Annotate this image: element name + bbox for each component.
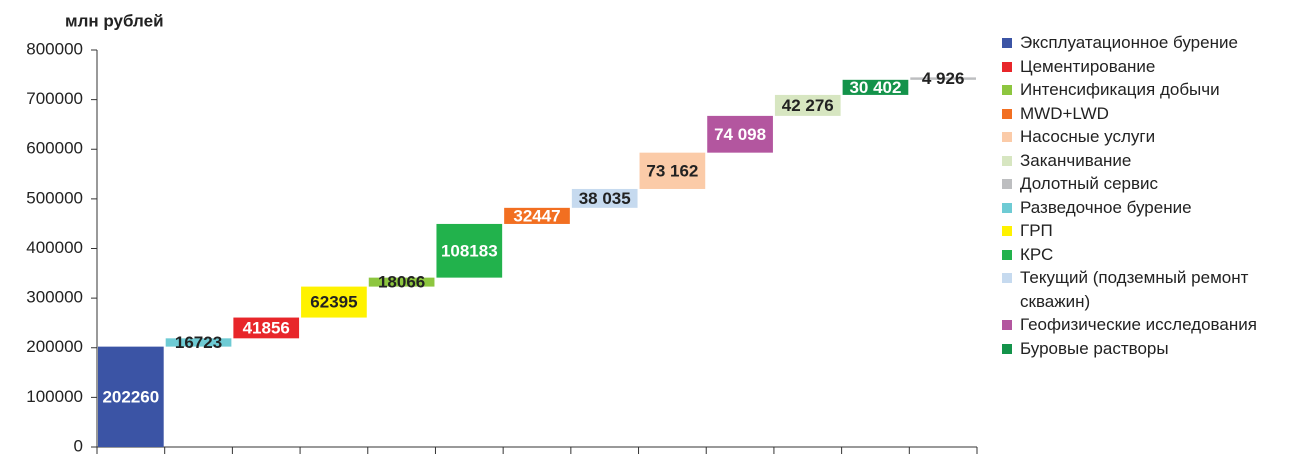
y-axis-label: млн рублей <box>65 11 164 30</box>
bar <box>910 77 976 80</box>
legend-swatch <box>1002 249 1012 260</box>
legend-swatch <box>1002 38 1012 48</box>
legend-label: Насосные услуги <box>1020 127 1156 146</box>
legend-swatch <box>1002 226 1012 236</box>
legend-item: Разведочное бурение <box>1002 196 1308 220</box>
bar <box>233 317 300 339</box>
legend-swatch <box>1002 108 1012 119</box>
legend-label: Заканчивание <box>1020 150 1132 170</box>
value-label: 4 926 <box>922 69 965 88</box>
legend-swatch <box>1002 202 1012 213</box>
legend-swatch <box>1002 132 1012 142</box>
y-tick-label: 600000 <box>26 139 83 158</box>
value-label: 108183 <box>441 241 498 260</box>
bar <box>504 207 570 224</box>
legend-label: Долотный сервис <box>1020 174 1159 193</box>
legend-swatch <box>1002 343 1012 354</box>
y-tick-label: 200000 <box>26 337 83 356</box>
value-label: 42 276 <box>782 96 834 115</box>
legend-label: Разведочное бурение <box>1020 197 1192 217</box>
legend-label: MWD+LWD <box>1020 103 1109 123</box>
value-label: 202260 <box>102 387 159 406</box>
bar <box>368 277 435 287</box>
legend-swatch <box>1002 273 1012 283</box>
value-label: 38 035 <box>579 189 631 208</box>
bar <box>707 115 773 153</box>
legend-item: Эксплуатационное бурение <box>1002 31 1308 55</box>
y-tick-label: 100000 <box>26 387 83 406</box>
y-tick-label: 800000 <box>26 39 83 58</box>
legend-item: Буровые растворы <box>1002 337 1308 361</box>
value-label: 18066 <box>378 273 425 292</box>
legend-label: Интенсификация добычи <box>1020 80 1220 99</box>
legend-item: КРС <box>1002 243 1308 267</box>
bar <box>639 152 706 189</box>
value-label: 30 402 <box>849 78 901 97</box>
bar <box>165 338 232 347</box>
value-label: 74 098 <box>714 125 766 144</box>
bar <box>436 223 503 278</box>
legend-label: Эксплуатационное бурение <box>1020 33 1238 52</box>
legend-item: Геофизические исследования <box>1002 313 1308 337</box>
legend-item: MWD+LWD <box>1002 102 1308 126</box>
legend-item: Заканчивание <box>1002 149 1308 173</box>
legend-item: ГРП <box>1002 219 1308 243</box>
legend-item: Цементирование <box>1002 55 1308 79</box>
bar <box>98 346 164 447</box>
y-tick-label: 500000 <box>26 188 83 207</box>
bar <box>774 94 841 116</box>
legend-swatch <box>1002 179 1012 189</box>
value-label: 32447 <box>513 206 560 225</box>
legend-label: Цементирование <box>1020 56 1156 76</box>
y-tick-label: 400000 <box>26 238 83 257</box>
bar <box>571 188 638 208</box>
value-label: 16723 <box>175 333 222 352</box>
bar <box>842 79 909 95</box>
legend-label: Буровые растворы <box>1020 338 1169 358</box>
legend-label: ГРП <box>1020 221 1053 240</box>
legend-item: Интенсификация добычи <box>1002 78 1308 102</box>
value-label: 73 162 <box>646 161 698 180</box>
bar <box>301 286 367 318</box>
y-tick-label: 0 <box>74 436 83 455</box>
legend-swatch <box>1002 85 1012 95</box>
value-label: 62395 <box>310 293 357 312</box>
legend-label: КРС <box>1020 244 1054 264</box>
legend-swatch <box>1002 320 1012 330</box>
chart: млн рублей 0 100000 200000 300000 400000 5000… <box>26 11 978 455</box>
legend-swatch <box>1002 61 1012 72</box>
legend-item: Насосные услуги <box>1002 125 1308 149</box>
y-tick-label: 700000 <box>26 89 83 108</box>
legend-label: Текущий (подземный ремонт скважин) <box>1020 268 1249 311</box>
legend-swatch <box>1002 155 1012 166</box>
legend-item: Долотный сервис <box>1002 172 1308 196</box>
legend: Эксплуатационное бурение Цементирование Ин… <box>1002 31 1308 360</box>
y-tick-label: 300000 <box>26 288 83 307</box>
legend-label: Геофизические исследования <box>1020 315 1257 334</box>
legend-item: Текущий (подземный ремонт скважин) <box>1002 266 1308 313</box>
value-label: 41856 <box>243 318 290 337</box>
